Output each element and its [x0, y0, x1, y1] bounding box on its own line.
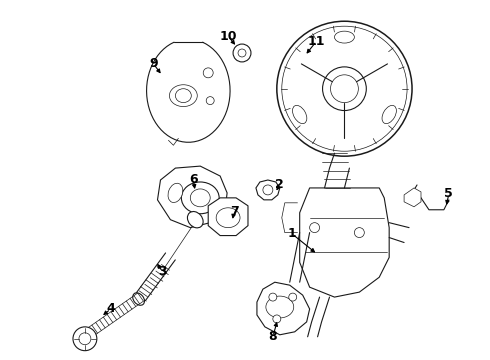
- Circle shape: [203, 68, 213, 78]
- Circle shape: [277, 21, 412, 156]
- Ellipse shape: [188, 212, 203, 228]
- Polygon shape: [404, 188, 421, 207]
- Ellipse shape: [133, 293, 145, 305]
- Circle shape: [273, 315, 281, 323]
- Text: 5: 5: [444, 188, 453, 201]
- Circle shape: [238, 49, 246, 57]
- Ellipse shape: [190, 189, 210, 207]
- Circle shape: [289, 293, 297, 301]
- Text: 9: 9: [149, 57, 158, 71]
- Ellipse shape: [382, 105, 396, 123]
- Circle shape: [263, 185, 273, 195]
- Text: 7: 7: [230, 205, 239, 218]
- Polygon shape: [257, 282, 310, 335]
- Ellipse shape: [181, 182, 219, 214]
- Text: 3: 3: [158, 265, 167, 278]
- Circle shape: [269, 293, 277, 301]
- Text: 2: 2: [275, 179, 284, 192]
- Polygon shape: [208, 198, 248, 235]
- Text: 1: 1: [287, 227, 296, 240]
- Circle shape: [79, 333, 91, 345]
- Circle shape: [206, 96, 214, 105]
- Circle shape: [310, 223, 319, 233]
- Text: 8: 8: [269, 330, 277, 343]
- Ellipse shape: [266, 296, 294, 318]
- Ellipse shape: [168, 183, 183, 203]
- Ellipse shape: [293, 105, 307, 123]
- Polygon shape: [157, 166, 227, 228]
- Text: 10: 10: [220, 30, 237, 42]
- Polygon shape: [300, 188, 389, 297]
- Ellipse shape: [175, 89, 191, 103]
- Text: 4: 4: [106, 302, 115, 315]
- Text: 6: 6: [189, 172, 197, 185]
- Circle shape: [331, 75, 358, 103]
- Ellipse shape: [216, 208, 240, 228]
- Ellipse shape: [170, 85, 197, 107]
- Circle shape: [282, 26, 407, 151]
- Text: 11: 11: [308, 35, 325, 48]
- Polygon shape: [282, 203, 298, 233]
- Circle shape: [322, 67, 367, 111]
- Circle shape: [73, 327, 97, 351]
- Circle shape: [354, 228, 365, 238]
- Ellipse shape: [335, 31, 354, 43]
- Polygon shape: [256, 180, 280, 200]
- Circle shape: [233, 44, 251, 62]
